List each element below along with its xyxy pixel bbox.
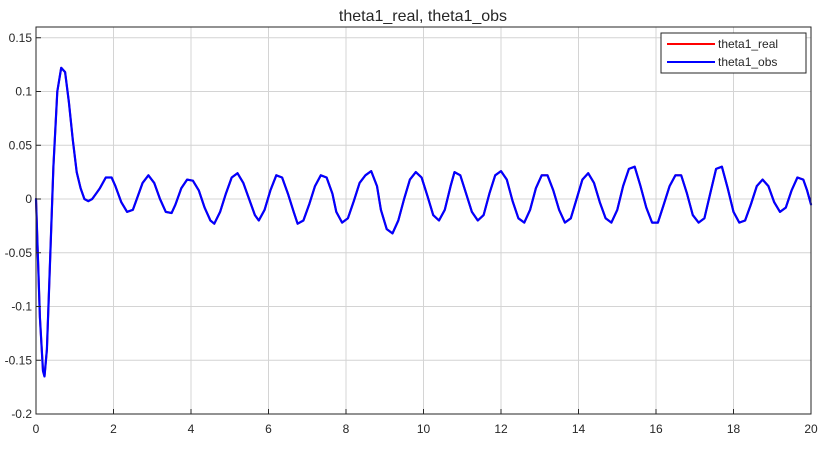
x-tick-label: 2 xyxy=(110,422,117,436)
y-tick-label: 0.1 xyxy=(15,85,32,99)
legend-box xyxy=(660,32,807,74)
x-tick-label: 16 xyxy=(649,422,663,436)
series-layer xyxy=(34,66,813,378)
x-tick-label: 12 xyxy=(494,422,508,436)
x-tick-label: 20 xyxy=(804,422,818,436)
y-tick-label: 0.15 xyxy=(9,31,33,45)
x-tick-label: 6 xyxy=(265,422,272,436)
x-tick-label: 0 xyxy=(33,422,40,436)
x-tick-label: 14 xyxy=(572,422,586,436)
y-tick-label: -0.1 xyxy=(11,300,32,314)
chart-title: theta1_real, theta1_obs xyxy=(339,8,507,25)
y-axis: -0.2 -0.15 -0.1 -0.05 0 0.05 0.1 0.15 xyxy=(5,31,41,421)
y-tick-label: -0.2 xyxy=(11,407,32,421)
y-tick-label: -0.05 xyxy=(5,246,33,260)
y-tick-label: -0.15 xyxy=(5,353,33,367)
y-tick-label: 0.05 xyxy=(9,138,33,152)
legend-label-theta1_obs: theta1_obs xyxy=(718,55,777,69)
x-tick-label: 10 xyxy=(417,422,431,436)
series-line-theta1_obs xyxy=(34,66,813,378)
x-tick-label: 18 xyxy=(727,422,741,436)
x-axis: 0 2 4 6 8 10 12 14 16 18 20 xyxy=(33,409,818,436)
legend-label-theta1_real: theta1_real xyxy=(718,37,778,51)
x-tick-label: 4 xyxy=(188,422,195,436)
y-tick-label: 0 xyxy=(25,192,32,206)
legend: theta1_real theta1_obs xyxy=(660,32,807,74)
x-tick-label: 8 xyxy=(343,422,350,436)
